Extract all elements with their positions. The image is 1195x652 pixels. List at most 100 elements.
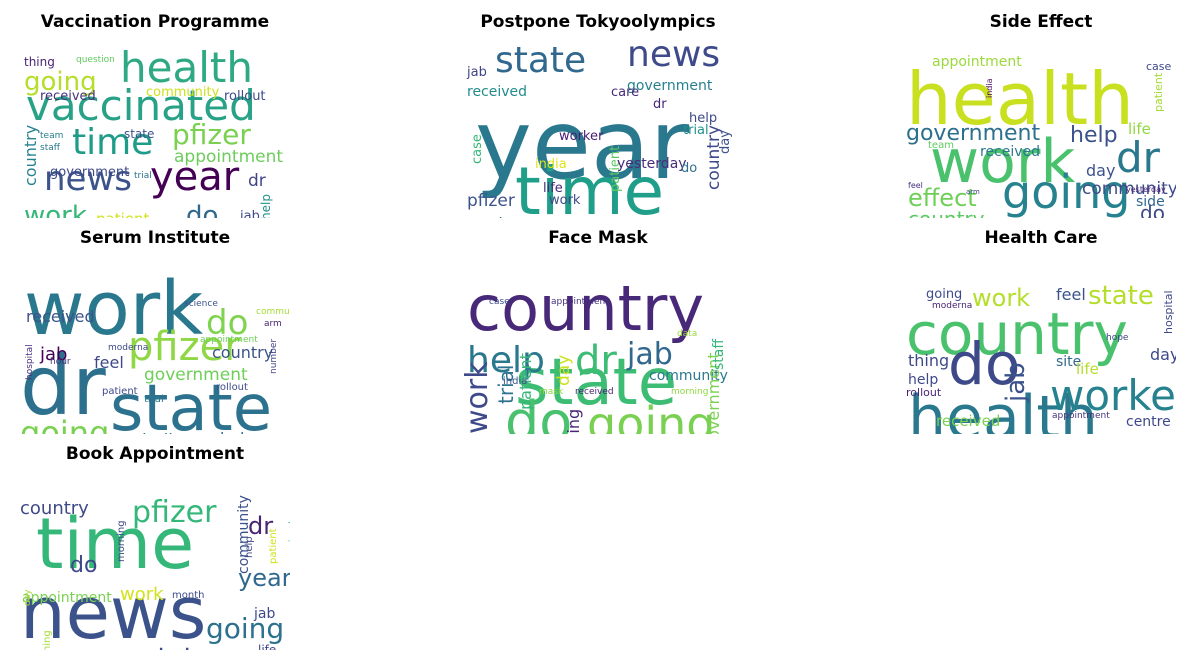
- word-staff: staff: [40, 143, 61, 153]
- word-health: health: [120, 43, 253, 92]
- word-life: life: [543, 181, 563, 196]
- panel-title: Book Appointment: [65, 444, 245, 464]
- word-patient: patient: [102, 386, 138, 397]
- word-patient: patient: [96, 210, 149, 218]
- word-work: work: [463, 361, 495, 434]
- word-country: country: [467, 272, 704, 345]
- word-thing: thing: [24, 55, 55, 69]
- word-centre: centre: [1126, 414, 1171, 430]
- word-received: received: [26, 307, 95, 326]
- word-time: time: [36, 503, 194, 585]
- word-feel: feel: [1056, 285, 1086, 304]
- word-country: country: [704, 125, 724, 190]
- word-jab: jab: [39, 344, 67, 365]
- wordcloud-panel-face-mask: Face Mask country state do going help dr jab co…: [463, 226, 733, 434]
- word-number: number: [269, 339, 279, 374]
- word-going: going: [926, 287, 962, 302]
- word-news: news: [44, 159, 132, 199]
- word-received: received: [936, 412, 1000, 430]
- word-jab: jab: [626, 337, 673, 372]
- panel-title: Side Effect: [989, 12, 1093, 32]
- word-received: received: [40, 89, 96, 104]
- word-india: india: [985, 78, 994, 98]
- word-community: community: [1082, 179, 1176, 199]
- word-patient: patient: [608, 146, 623, 192]
- word-mask: mask: [539, 387, 564, 397]
- word-staff: staff: [711, 339, 727, 370]
- word-help: help: [467, 340, 545, 381]
- word-day: day: [554, 355, 574, 386]
- panel-title: Serum Institute: [79, 228, 231, 248]
- word-government: government: [704, 352, 723, 434]
- word-india: india: [503, 376, 527, 387]
- word-jab: jab: [1001, 362, 1031, 403]
- word-day: day: [718, 130, 733, 154]
- word-appointment: appointment: [200, 335, 258, 345]
- word-going: going: [587, 397, 715, 434]
- word-help: help: [908, 372, 938, 388]
- word-feel: feel: [94, 353, 124, 372]
- word-community: community: [256, 307, 290, 317]
- wordcloud-panel-postpone-tokyoolympics: Postpone Tokyoolympics year time state news…: [463, 10, 733, 218]
- word-pfizer: pfizer: [132, 495, 217, 530]
- word-rollout: rollout: [906, 386, 942, 399]
- word-thing: thing: [42, 630, 53, 650]
- word-government: government: [50, 165, 129, 180]
- word-science: science: [184, 299, 218, 309]
- word-year: year: [475, 89, 690, 201]
- word-life: life: [1128, 120, 1151, 138]
- word-going: going: [206, 612, 284, 645]
- word-patient: patient: [1152, 72, 1165, 112]
- word-year: year: [238, 564, 290, 592]
- word-appointment: appointment: [22, 590, 112, 606]
- word-help: help: [259, 194, 273, 218]
- word-pfizer: pfizer: [172, 118, 251, 151]
- word-case: case: [489, 297, 510, 307]
- word-hope: hope: [1106, 333, 1129, 343]
- word-trial: trial: [494, 365, 518, 404]
- word-going: going: [477, 215, 524, 218]
- word-country: country: [21, 125, 40, 186]
- word-yesterday: yesterday: [617, 156, 687, 172]
- word-help: help: [244, 536, 255, 558]
- word-feel: feel: [908, 181, 923, 190]
- word-received: received: [467, 84, 527, 100]
- word-work: work: [24, 266, 203, 352]
- word-help: help: [689, 111, 717, 126]
- word-trial: trial: [134, 171, 152, 181]
- word-hospital: hospital: [1162, 290, 1175, 334]
- word-do: do: [505, 390, 572, 434]
- word-worker: worker: [1050, 371, 1176, 420]
- word-team: team: [40, 131, 63, 141]
- word-morning: morning: [116, 520, 127, 562]
- word-dr: dr: [653, 97, 667, 112]
- word-thing: thing: [908, 351, 949, 370]
- word-appointment: appointment: [174, 147, 283, 167]
- panel-title: Vaccination Programme: [40, 12, 270, 32]
- word-state: state: [144, 643, 210, 650]
- panel-title: Health Care: [984, 228, 1098, 248]
- word-jab: jab: [253, 606, 275, 622]
- word-do: do: [681, 161, 697, 176]
- word-day: day: [1086, 161, 1115, 180]
- word-work: work: [24, 201, 87, 218]
- word-news: news: [627, 38, 720, 75]
- word-time: time: [515, 153, 664, 218]
- word-dr: dr: [248, 512, 273, 540]
- word-going: going: [1002, 165, 1130, 218]
- word-jab: jab: [466, 65, 487, 80]
- word-pfizer: pfizer: [467, 191, 515, 211]
- word-government: government: [627, 78, 713, 94]
- word-community: community: [236, 495, 252, 574]
- word-work: work: [972, 284, 1030, 312]
- word-work: work: [120, 584, 164, 605]
- wordcloud-panel-vaccination-programme: Vaccination Programme health vaccinated ti…: [20, 10, 290, 218]
- word-moderna: moderna: [108, 343, 148, 353]
- word-day: day: [1150, 345, 1176, 364]
- word-hour: hour: [50, 357, 71, 367]
- word-time: time: [72, 122, 153, 163]
- word-thing: thing: [564, 409, 583, 434]
- word-pfizer: pfizer: [128, 324, 241, 370]
- word-question: question: [76, 55, 115, 65]
